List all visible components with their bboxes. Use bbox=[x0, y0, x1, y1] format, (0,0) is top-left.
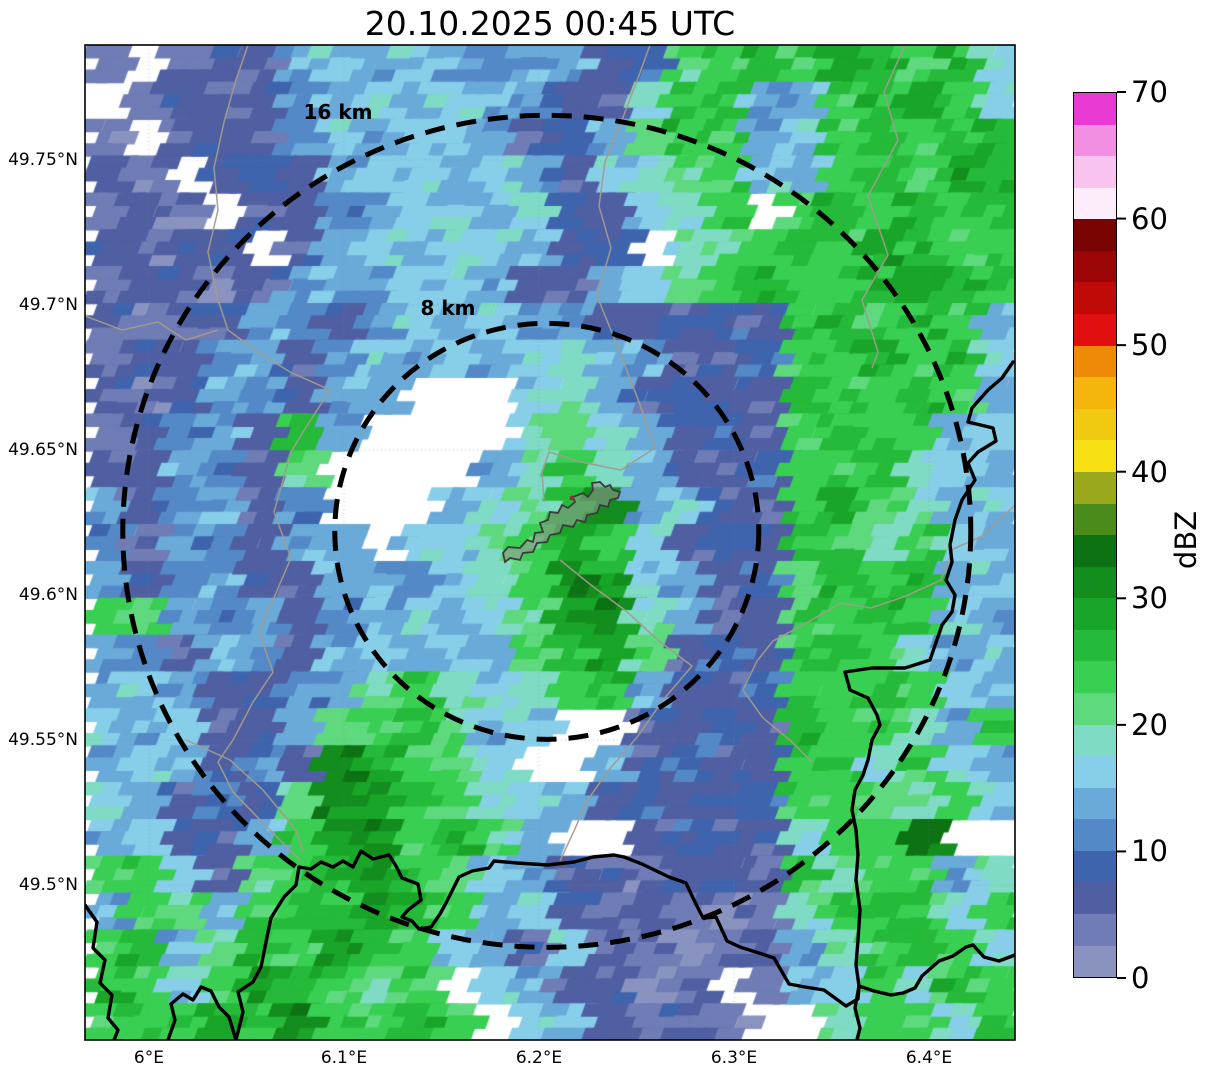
admin-boundary-line bbox=[541, 45, 656, 503]
map-content-group bbox=[85, 45, 1015, 1040]
range-ring-8km bbox=[332, 320, 762, 742]
colorbar-segment bbox=[1074, 629, 1116, 662]
colorbar-segment bbox=[1074, 187, 1116, 220]
colorbar-tick-label: 60 bbox=[1131, 201, 1168, 236]
lat-tick-label: 49.6°N bbox=[18, 585, 78, 606]
colorbar-segment bbox=[1074, 598, 1116, 630]
lon-tick-label: 6.2°E bbox=[515, 1048, 563, 1068]
lon-tick-label: 6°E bbox=[133, 1048, 164, 1068]
colorbar-segment bbox=[1074, 377, 1116, 409]
lat-tick-label: 49.75°N bbox=[8, 150, 78, 171]
colorbar-axis-label: dBZ bbox=[1169, 510, 1203, 570]
lat-tick-label: 49.7°N bbox=[18, 295, 78, 316]
colorbar-segment bbox=[1074, 93, 1116, 125]
admin-boundary-line bbox=[861, 45, 906, 369]
country-border-line bbox=[853, 984, 862, 1040]
colorbar-segment bbox=[1074, 945, 1116, 978]
colorbar-segment bbox=[1074, 724, 1116, 757]
colorbar-segment bbox=[1074, 503, 1116, 536]
colorbar-segment bbox=[1074, 219, 1116, 251]
lon-tick-label: 6.3°E bbox=[710, 1048, 758, 1068]
colorbar-segment bbox=[1074, 914, 1116, 946]
range-ring-label-16km: 16 km bbox=[303, 100, 373, 124]
colorbar-segment bbox=[1074, 661, 1116, 693]
country-border-line bbox=[85, 903, 120, 1040]
airport-marker-dot bbox=[569, 495, 575, 501]
colorbar-segment bbox=[1074, 282, 1116, 315]
colorbar-segment bbox=[1074, 692, 1116, 725]
colorbar-tick-label: 50 bbox=[1131, 328, 1168, 363]
colorbar-tick-label: 10 bbox=[1131, 834, 1168, 869]
colorbar-segment bbox=[1074, 882, 1116, 915]
country-border-line bbox=[843, 360, 1015, 988]
colorbar-segment bbox=[1074, 124, 1116, 157]
admin-boundary-line bbox=[207, 45, 332, 861]
colorbar-tick-label: 0 bbox=[1131, 961, 1150, 995]
colorbar-segment bbox=[1074, 787, 1116, 820]
country-border-line bbox=[166, 985, 238, 1040]
colorbar bbox=[1073, 92, 1117, 978]
admin-boundary-line bbox=[559, 559, 694, 862]
lon-tick-label: 6.1°E bbox=[320, 1048, 368, 1068]
plot-title: 20.10.2025 00:45 UTC bbox=[364, 4, 736, 43]
colorbar-segment bbox=[1074, 345, 1116, 378]
colorbar-segment bbox=[1074, 471, 1116, 504]
map-frame bbox=[84, 44, 1016, 1041]
country-border-line bbox=[234, 849, 861, 1040]
colorbar-segment bbox=[1074, 566, 1116, 599]
lat-tick-label: 49.5°N bbox=[18, 875, 78, 896]
colorbar-segment bbox=[1074, 819, 1116, 851]
colorbar-segment bbox=[1074, 440, 1116, 472]
country-border-line bbox=[857, 943, 1015, 997]
colorbar-segment bbox=[1074, 408, 1116, 441]
colorbar-tick-label: 30 bbox=[1131, 581, 1168, 616]
colorbar-segment bbox=[1074, 250, 1116, 283]
colorbar-tick-label: 70 bbox=[1131, 75, 1168, 109]
colorbar-tick-label: 20 bbox=[1131, 707, 1168, 742]
range-ring-16km bbox=[120, 112, 974, 950]
airport-outline bbox=[502, 481, 622, 564]
colorbar-segment bbox=[1074, 314, 1116, 346]
colorbar-tick-label: 40 bbox=[1131, 454, 1168, 489]
colorbar-segment bbox=[1074, 756, 1116, 788]
colorbar-segment bbox=[1074, 156, 1116, 188]
colorbar-segment bbox=[1074, 850, 1116, 883]
admin-boundary-line bbox=[185, 739, 304, 853]
range-ring-label-8km: 8 km bbox=[420, 296, 476, 320]
colorbar-segment bbox=[1074, 535, 1116, 567]
lat-tick-label: 49.65°N bbox=[8, 440, 78, 461]
lat-tick-label: 49.55°N bbox=[8, 730, 78, 751]
admin-boundary-line bbox=[85, 315, 219, 341]
lon-tick-label: 6.4°E bbox=[905, 1048, 953, 1068]
